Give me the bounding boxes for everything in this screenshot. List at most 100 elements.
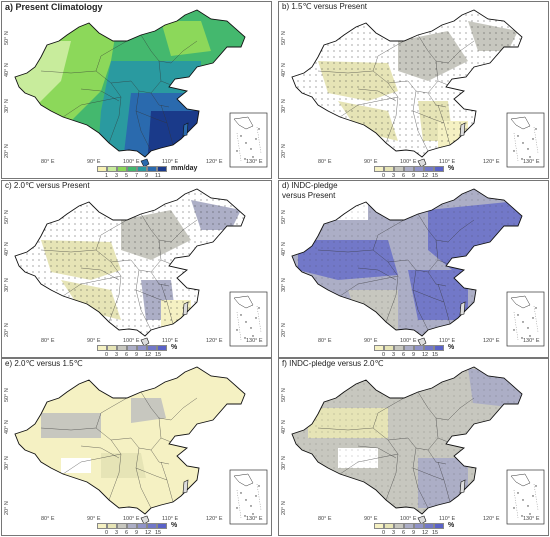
map-c (1, 180, 272, 358)
panel-subtitle: versus Present (282, 191, 336, 200)
colorbar-tick-label: 7 (135, 173, 139, 179)
colorbar-tick-label: 15 (432, 352, 439, 358)
panel-title: a) Present Climatology (5, 2, 103, 12)
colorbar-tick-label: 3 (392, 352, 396, 358)
colorbar-tick-label: 3 (115, 352, 119, 358)
panel-title: e) 2.0℃ versus 1.5℃ (5, 359, 83, 368)
colorbar-swatch (147, 166, 157, 172)
colorbar-swatch (414, 523, 424, 529)
colorbar-swatch (157, 345, 167, 351)
colorbar-tick-label: 12 (422, 530, 429, 536)
lat-label: 40° N (4, 420, 10, 434)
lon-label: 80° E (318, 159, 332, 165)
lat-label: 50° N (281, 31, 287, 45)
colorbar-swatch (107, 166, 117, 172)
lat-label: 20° N (4, 323, 10, 337)
lon-label: 80° E (318, 338, 332, 344)
colorbar-swatch (414, 166, 424, 172)
lon-label: 90° E (87, 338, 101, 344)
panel-f: f) INDC-pledge versus 2.0℃ 50° N 40° N 30°… (278, 358, 549, 536)
colorbar-swatch (147, 345, 157, 351)
colorbar-tick-label: 6 (402, 173, 406, 179)
colorbar-tick-label: 6 (125, 530, 129, 536)
colorbar-swatch (394, 345, 404, 351)
lon-label: 130° E (246, 516, 263, 522)
colorbar-swatch (404, 166, 414, 172)
lon-label: 120° E (206, 159, 223, 165)
colorbar-unit: mm/day (171, 165, 198, 172)
colorbar-tick-label: 0 (382, 530, 386, 536)
lat-label: 30° N (281, 278, 287, 292)
colorbar-tick-label: 15 (155, 530, 162, 536)
colorbar-tick-label: 9 (412, 352, 416, 358)
colorbar-swatch (127, 523, 137, 529)
lat-label: 20° N (281, 501, 287, 515)
lat-label: 40° N (4, 242, 10, 256)
colorbar-swatch (127, 345, 137, 351)
lon-label: 120° E (483, 159, 500, 165)
colorbar-swatch (107, 523, 117, 529)
colorbar-tick-label: 9 (412, 530, 416, 536)
colorbar-swatch (157, 523, 167, 529)
colorbar-swatch (424, 345, 434, 351)
lon-label: 80° E (41, 338, 55, 344)
panel-b: b) 1.5℃ versus Present 50° N 40° N 30° N 20… (278, 1, 549, 179)
colorbar-swatch (107, 345, 117, 351)
colorbar-swatch (137, 166, 147, 172)
lon-label: 100° E (400, 159, 417, 165)
panel-a: a) Present Climatology 50° N 40° N 30° N 20… (1, 1, 272, 179)
colorbar-swatch (127, 166, 137, 172)
lon-label: 80° E (41, 516, 55, 522)
lat-label: 20° N (281, 144, 287, 158)
lon-label: 110° E (162, 159, 179, 165)
lon-label: 90° E (364, 338, 378, 344)
lon-label: 130° E (523, 338, 540, 344)
colorbar-swatch (97, 166, 107, 172)
lon-label: 110° E (162, 338, 179, 344)
lat-label: 50° N (281, 210, 287, 224)
colorbar-tick-label: 0 (105, 352, 109, 358)
colorbar-tick-label: 15 (432, 530, 439, 536)
colorbar-swatch (117, 166, 127, 172)
colorbar-unit: % (448, 165, 455, 172)
lon-label: 90° E (364, 516, 378, 522)
lat-label: 40° N (281, 242, 287, 256)
lon-label: 130° E (246, 159, 263, 165)
lat-label: 40° N (281, 420, 287, 434)
lat-label: 20° N (4, 144, 10, 158)
colorbar-swatch (157, 166, 167, 172)
lon-label: 80° E (318, 516, 332, 522)
colorbar-swatch (374, 345, 384, 351)
colorbar-swatch (374, 166, 384, 172)
lon-label: 110° E (439, 338, 456, 344)
lon-label: 110° E (439, 159, 456, 165)
panel-d: d) INDC-pledge versus Present 50° N 40° N… (278, 180, 549, 358)
lat-label: 50° N (281, 388, 287, 402)
colorbar-tick-label: 12 (422, 352, 429, 358)
lon-label: 100° E (400, 338, 417, 344)
colorbar-swatch (434, 345, 444, 351)
lon-label: 100° E (123, 159, 140, 165)
lon-label: 100° E (400, 516, 417, 522)
lon-label: 120° E (483, 338, 500, 344)
lon-label: 110° E (439, 516, 456, 522)
colorbar-swatch (434, 166, 444, 172)
lat-label: 50° N (4, 31, 10, 45)
colorbar-tick-label: 9 (135, 530, 139, 536)
lon-label: 90° E (364, 159, 378, 165)
lon-label: 90° E (87, 159, 101, 165)
lon-label: 110° E (162, 516, 179, 522)
panel-title: c) 2.0℃ versus Present (5, 181, 90, 190)
lon-label: 80° E (41, 159, 55, 165)
map-d (278, 180, 549, 358)
panel-c: c) 2.0℃ versus Present 50° N 40° N 30° N 20… (1, 180, 272, 358)
colorbar-tick-label: 0 (382, 352, 386, 358)
panel-title: d) INDC-pledge (282, 181, 338, 190)
map-a (1, 1, 272, 179)
colorbar-unit: % (448, 344, 455, 351)
lat-label: 50° N (4, 388, 10, 402)
lon-label: 120° E (483, 516, 500, 522)
colorbar-tick-label: 0 (382, 173, 386, 179)
colorbar-swatch (424, 523, 434, 529)
colorbar-tick-label: 9 (145, 173, 149, 179)
